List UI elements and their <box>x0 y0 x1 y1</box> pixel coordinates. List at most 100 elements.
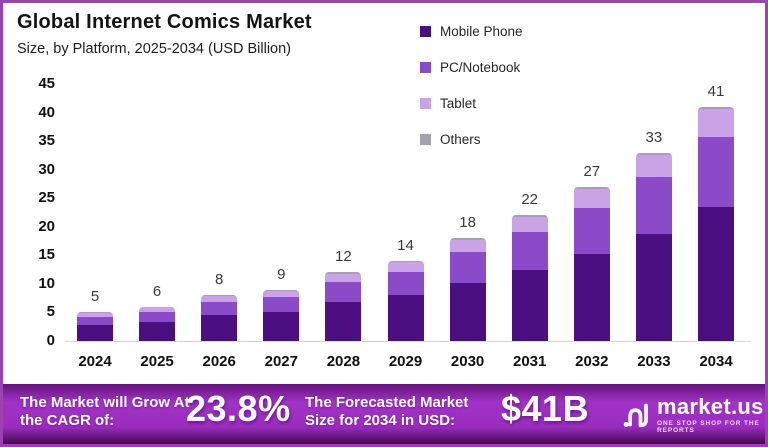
x-axis-line <box>65 341 751 342</box>
bar-2032-segment-others <box>573 186 610 189</box>
bar-2028 <box>325 272 362 341</box>
bar-2027-segment-others <box>263 289 300 291</box>
bar-total-label-2032: 27 <box>583 162 601 180</box>
y-axis-tick-40: 40 <box>38 103 55 121</box>
cagr-value: 23.8% <box>186 388 291 429</box>
bar-2024-segment-mobile-phone <box>77 324 113 341</box>
bar-2031-segment-mobile-phone <box>511 269 548 341</box>
x-axis-label-2029: 2029 <box>388 353 423 370</box>
bar-2032-segment-pc-notebook <box>573 207 610 254</box>
bar-2026-segment-pc-notebook <box>201 302 238 316</box>
bar-2027 <box>263 289 300 341</box>
bar-2028-segment-pc-notebook <box>325 282 362 303</box>
legend-label: PC/Notebook <box>440 59 521 75</box>
bar-2025-segment-pc-notebook <box>139 311 176 322</box>
bar-2033-segment-pc-notebook <box>635 177 672 234</box>
bar-2024-segment-tablet <box>77 313 113 317</box>
legend-item-mobile-phone: Mobile Phone <box>420 23 523 39</box>
bar-total-label-2034: 41 <box>707 82 725 100</box>
bar-2031-segment-pc-notebook <box>511 232 548 270</box>
y-axis-tick-25: 25 <box>38 189 55 207</box>
bar-2031 <box>511 215 548 341</box>
x-axis-label-2027: 2027 <box>264 353 298 370</box>
bar-2031-segment-tablet <box>511 217 548 233</box>
y-axis-tick-45: 45 <box>38 75 55 93</box>
y-axis-tick-15: 15 <box>38 246 55 264</box>
legend-swatch-icon <box>420 97 431 109</box>
legend-swatch-icon <box>420 133 431 145</box>
bar-2029-segment-mobile-phone <box>387 295 424 341</box>
bar-2026 <box>201 295 238 341</box>
bar-2032 <box>573 186 610 341</box>
bar-2033-segment-mobile-phone <box>635 233 672 341</box>
x-axis-label-2030: 2030 <box>450 353 485 370</box>
legend-label: Mobile Phone <box>440 23 523 39</box>
logo-wordmark: market.us <box>657 394 764 419</box>
bar-total-label-2033: 33 <box>645 128 663 146</box>
bar-total-label-2030: 18 <box>459 214 476 232</box>
bar-2030-segment-others <box>449 238 486 240</box>
page-subtitle: Size, by Platform, 2025-2034 (USD Billio… <box>17 41 292 57</box>
x-axis-label-2033: 2033 <box>637 353 671 370</box>
legend-item-others: Others <box>420 131 523 147</box>
x-axis-label-2024: 2024 <box>78 353 112 370</box>
bar-2029 <box>387 261 424 341</box>
bar-2026-segment-others <box>201 295 238 297</box>
bar-2032-segment-tablet <box>573 188 610 208</box>
bar-total-label-2025: 6 <box>152 282 162 300</box>
x-axis-label-2028: 2028 <box>326 353 361 370</box>
bar-2027-segment-tablet <box>263 290 300 298</box>
bar-total-label-2024: 5 <box>90 288 100 306</box>
bar-2025-segment-mobile-phone <box>139 321 176 341</box>
y-axis-tick-30: 30 <box>38 160 55 178</box>
bar-2033 <box>635 152 672 341</box>
bar-2029-segment-others <box>387 261 424 263</box>
legend-item-pc-notebook: PC/Notebook <box>420 59 523 75</box>
legend-swatch-icon <box>420 25 431 37</box>
y-axis-tick-20: 20 <box>38 217 55 235</box>
x-axis-label-2025: 2025 <box>140 353 174 370</box>
legend-label: Others <box>440 131 481 147</box>
bar-2034-segment-others <box>698 106 734 110</box>
bar-2025-segment-tablet <box>139 307 176 312</box>
x-axis-label-2032: 2032 <box>575 353 609 370</box>
bar-total-label-2029: 14 <box>397 237 414 255</box>
forecast-label: The Forecasted Market Size for 2034 in U… <box>305 394 469 430</box>
logo-text-block: market.us ONE STOP SHOP FOR THE REPORTS <box>657 394 765 435</box>
bar-2027-segment-pc-notebook <box>263 297 300 312</box>
bar-2028-segment-others <box>325 272 362 274</box>
bar-2029-segment-pc-notebook <box>387 271 424 296</box>
cagr-label: The Market will Grow At the CAGR of: <box>20 394 190 430</box>
legend-item-tablet: Tablet <box>420 95 523 111</box>
legend-label: Tablet <box>440 95 477 111</box>
legend-swatch-icon <box>420 61 431 73</box>
page-title: Global Internet Comics Market <box>17 11 312 33</box>
bar-2030-segment-tablet <box>449 239 486 253</box>
bar-total-label-2031: 22 <box>521 191 539 209</box>
x-axis-label-2026: 2026 <box>202 353 236 370</box>
bar-2031-segment-others <box>511 215 548 218</box>
x-axis-label-2031: 2031 <box>513 353 547 370</box>
bar-2032-segment-mobile-phone <box>573 253 610 341</box>
bar-2034-segment-mobile-phone <box>698 206 734 341</box>
y-axis-tick-0: 0 <box>46 332 55 349</box>
y-axis-tick-35: 35 <box>38 132 55 150</box>
bar-2034-segment-pc-notebook <box>698 137 734 207</box>
bar-total-label-2028: 12 <box>335 248 352 266</box>
bar-total-label-2026: 8 <box>215 271 224 289</box>
bar-2034-segment-tablet <box>698 109 734 138</box>
marketus-logo: market.us ONE STOP SHOP FOR THE REPORTS <box>623 394 765 435</box>
bar-total-label-2027: 9 <box>277 265 286 283</box>
stacked-bar-chart: 0 5 10 15 20 25 30 35 40 45 5 2024 6 2025 8 2026 9 2027 12… <box>3 3 765 384</box>
bar-2033-segment-others <box>635 152 672 155</box>
stats-banner: The Market will Grow At the CAGR of: 23.… <box>3 384 765 444</box>
bar-2026-segment-tablet <box>201 296 238 303</box>
y-axis-tick-5: 5 <box>46 303 55 321</box>
bar-2028-segment-mobile-phone <box>325 302 362 341</box>
bar-2030-segment-mobile-phone <box>449 282 486 341</box>
y-axis-tick-10: 10 <box>38 274 55 292</box>
bar-2030 <box>449 238 486 341</box>
chart-card: Global Internet Comics Market Size, by P… <box>3 3 765 384</box>
bar-2024-segment-others <box>77 312 113 313</box>
